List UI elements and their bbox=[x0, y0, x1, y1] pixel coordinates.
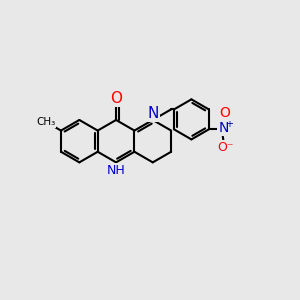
Text: O: O bbox=[219, 106, 230, 120]
Text: NH: NH bbox=[107, 164, 125, 177]
Text: O: O bbox=[110, 91, 122, 106]
Text: N: N bbox=[218, 121, 229, 135]
Text: CH₃: CH₃ bbox=[36, 117, 55, 127]
Text: +: + bbox=[225, 119, 233, 129]
Text: O⁻: O⁻ bbox=[218, 141, 234, 154]
Text: N: N bbox=[147, 106, 158, 121]
